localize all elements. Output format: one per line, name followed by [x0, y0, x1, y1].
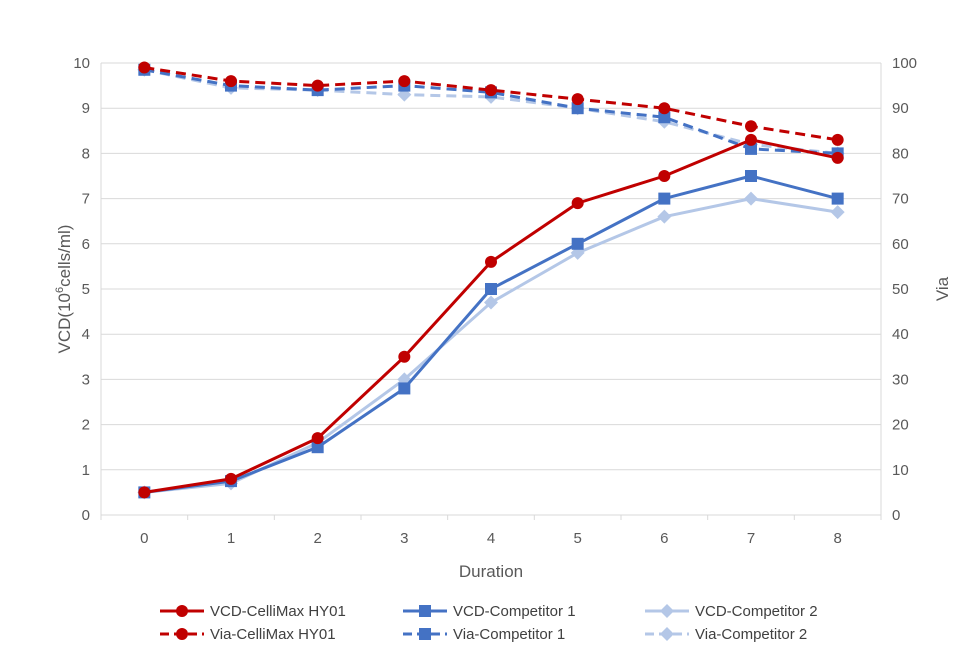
data-point	[571, 197, 584, 210]
data-point	[138, 61, 151, 74]
x-tick-label: 5	[573, 530, 581, 547]
data-point	[398, 350, 411, 363]
data-point	[311, 441, 324, 454]
y-right-tick-label: 100	[892, 55, 917, 72]
y-left-tick-label: 9	[82, 100, 90, 117]
data-point	[138, 486, 151, 499]
data-point	[485, 255, 497, 268]
x-tick-label: 3	[400, 530, 408, 547]
data-point	[225, 75, 237, 88]
data-point	[311, 79, 324, 92]
legend-label: Via-Competitor 1	[453, 626, 565, 643]
legend-swatch-marker	[419, 628, 431, 640]
legend-swatch-marker	[176, 605, 188, 617]
data-point	[571, 93, 584, 106]
data-point	[658, 111, 671, 124]
legend-label: Via-CelliMax HY01	[210, 626, 336, 643]
data-point	[311, 432, 324, 445]
legend-item: VCD-Competitor 1	[403, 603, 576, 620]
x-tick-label: 2	[313, 530, 321, 547]
data-point	[831, 192, 844, 205]
data-point	[745, 142, 757, 155]
y-right-tick-label: 10	[892, 462, 909, 479]
data-point	[485, 283, 497, 295]
data-point	[398, 382, 411, 395]
x-tick-label: 7	[747, 530, 755, 547]
legend-label: VCD-CelliMax HY01	[210, 603, 346, 620]
series-layer	[137, 61, 845, 500]
y-left-tick-label: 5	[82, 281, 90, 298]
series-vcd-competitor-1	[138, 170, 844, 499]
data-point	[485, 84, 497, 97]
data-point	[571, 237, 584, 250]
y-right-tick-label: 50	[892, 281, 909, 298]
series-via-cellimax-hy01	[138, 61, 844, 146]
legend-label: VCD-Competitor 2	[695, 603, 818, 620]
data-point	[484, 295, 498, 310]
x-tick-label: 0	[140, 530, 148, 547]
legend-swatch-marker	[660, 627, 674, 641]
x-axis-title: Duration	[459, 562, 523, 581]
series-line	[144, 66, 838, 142]
data-point	[831, 151, 844, 164]
y-left-tick-label: 3	[82, 371, 90, 388]
legend-swatch-marker	[176, 628, 188, 640]
y-axis-right-title: Via	[933, 276, 952, 301]
data-point	[745, 133, 757, 146]
y-right-tick-label: 90	[892, 100, 909, 117]
y-right-tick-label: 20	[892, 417, 909, 434]
y-left-tick-label: 7	[82, 191, 90, 208]
legend-label: VCD-Competitor 1	[453, 603, 576, 620]
y-left-tick-label: 0	[82, 507, 90, 524]
legend-item: VCD-Competitor 2	[645, 603, 818, 620]
x-tick-label: 8	[833, 530, 841, 547]
x-tick-label: 4	[487, 530, 495, 547]
legend-swatch-marker	[419, 605, 431, 617]
y-right-tick-label: 70	[892, 191, 909, 208]
y-right-tick-label: 30	[892, 371, 909, 388]
y-left-tick-label: 1	[82, 462, 90, 479]
legend-swatch-marker	[660, 604, 674, 618]
y-right-tick-label: 40	[892, 326, 909, 343]
series-vcd-cellimax-hy01	[138, 133, 844, 499]
series-line	[144, 197, 838, 494]
y-right-tick-label: 60	[892, 236, 909, 253]
data-point	[571, 102, 584, 115]
y-axis-left-title: VCD(106cells/ml)	[54, 225, 74, 354]
y-left-tick-label: 10	[73, 55, 90, 72]
legend-item: VCD-CelliMax HY01	[160, 603, 346, 620]
y-left-tick-label: 8	[82, 145, 90, 162]
axes	[100, 63, 882, 520]
data-point	[744, 191, 758, 206]
y-right-tick-label: 80	[892, 145, 909, 162]
y-left-tick-label: 6	[82, 236, 90, 253]
series-line	[144, 68, 838, 155]
x-tick-label: 1	[227, 530, 235, 547]
data-point	[658, 192, 671, 205]
data-point	[657, 209, 672, 224]
data-point	[745, 120, 757, 133]
legend-label: Via-Competitor 2	[695, 626, 807, 643]
legend-item: Via-Competitor 2	[645, 626, 807, 643]
legend: VCD-CelliMax HY01 VCD-Competitor 1 VCD-Com…	[160, 603, 818, 643]
data-point	[831, 133, 844, 146]
data-point	[658, 170, 671, 182]
data-point	[225, 472, 237, 485]
legend-item: Via-CelliMax HY01	[160, 626, 336, 643]
y-right-tick-label: 0	[892, 507, 900, 524]
x-tick-label: 6	[660, 530, 668, 547]
data-point	[830, 205, 845, 220]
series-vcd-competitor-2	[137, 191, 845, 500]
data-point	[745, 170, 757, 182]
series-line	[144, 138, 838, 494]
y-left-tick-label: 2	[82, 417, 90, 434]
data-point	[398, 75, 411, 88]
y-left-tick-label: 4	[82, 326, 90, 343]
data-point	[658, 102, 671, 115]
legend-item: Via-Competitor 1	[403, 626, 565, 643]
